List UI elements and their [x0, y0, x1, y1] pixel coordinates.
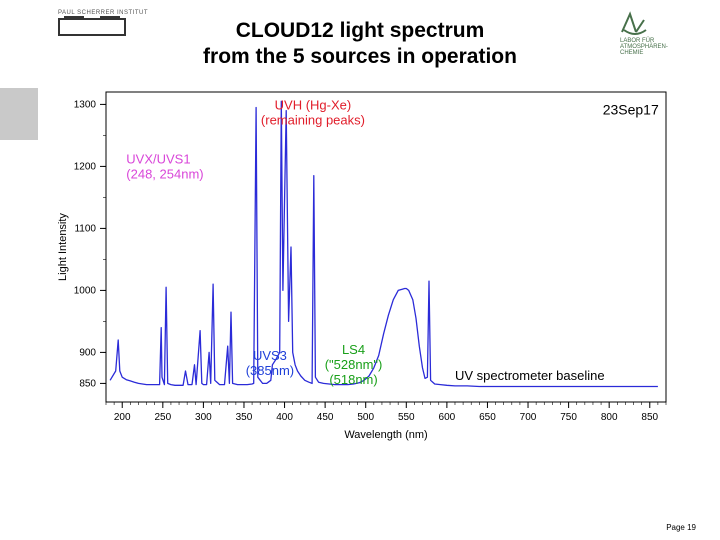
svg-text:(385nm): (385nm) — [246, 363, 294, 378]
svg-text:200: 200 — [114, 412, 131, 423]
svg-text:("528nm"): ("528nm") — [325, 357, 383, 372]
title-line2: from the 5 sources in operation — [203, 45, 517, 68]
svg-text:400: 400 — [276, 412, 293, 423]
svg-text:UVS3: UVS3 — [253, 348, 287, 363]
svg-text:850: 850 — [79, 378, 96, 389]
svg-text:800: 800 — [601, 412, 618, 423]
svg-text:UV spectrometer baseline: UV spectrometer baseline — [455, 368, 605, 383]
svg-text:1300: 1300 — [74, 99, 97, 110]
slide-title: CLOUD12 light spectrum from the 5 source… — [0, 18, 720, 71]
svg-text:450: 450 — [317, 412, 334, 423]
page-number: Page 19 — [666, 523, 696, 532]
svg-text:850: 850 — [641, 412, 658, 423]
svg-text:UVH (Hg-Xe): UVH (Hg-Xe) — [275, 97, 352, 112]
svg-text:23Sep17: 23Sep17 — [603, 102, 659, 118]
slide: PAUL SCHERRER INSTITUT LABOR FÜR ATMOSPH… — [0, 0, 720, 540]
svg-text:(remaining peaks): (remaining peaks) — [261, 112, 365, 127]
svg-text:(518nm): (518nm) — [329, 372, 377, 387]
svg-text:550: 550 — [398, 412, 415, 423]
svg-text:LS4: LS4 — [342, 342, 365, 357]
title-line1: CLOUD12 light spectrum — [236, 19, 485, 42]
svg-text:250: 250 — [154, 412, 171, 423]
svg-text:1200: 1200 — [74, 161, 97, 172]
svg-text:900: 900 — [79, 347, 96, 358]
svg-text:650: 650 — [479, 412, 496, 423]
svg-text:UVX/UVS1: UVX/UVS1 — [126, 151, 190, 166]
grey-side-tab — [0, 88, 38, 140]
svg-text:Wavelength (nm): Wavelength (nm) — [344, 429, 427, 441]
svg-text:700: 700 — [520, 412, 537, 423]
svg-text:300: 300 — [195, 412, 212, 423]
svg-text:750: 750 — [560, 412, 577, 423]
svg-text:1100: 1100 — [74, 223, 96, 234]
svg-text:1000: 1000 — [74, 285, 97, 296]
chart-svg: 200 250 300 350 400 450 500 550 600 650 700 750 800 8… — [48, 86, 684, 468]
svg-text:350: 350 — [236, 412, 253, 423]
svg-text:600: 600 — [439, 412, 456, 423]
spectrum-chart: 200 250 300 350 400 450 500 550 600 650 700 750 800 8… — [48, 86, 684, 468]
svg-text:(248, 254nm): (248, 254nm) — [126, 166, 203, 181]
svg-text:Light Intensity: Light Intensity — [57, 213, 69, 281]
svg-text:500: 500 — [357, 412, 374, 423]
